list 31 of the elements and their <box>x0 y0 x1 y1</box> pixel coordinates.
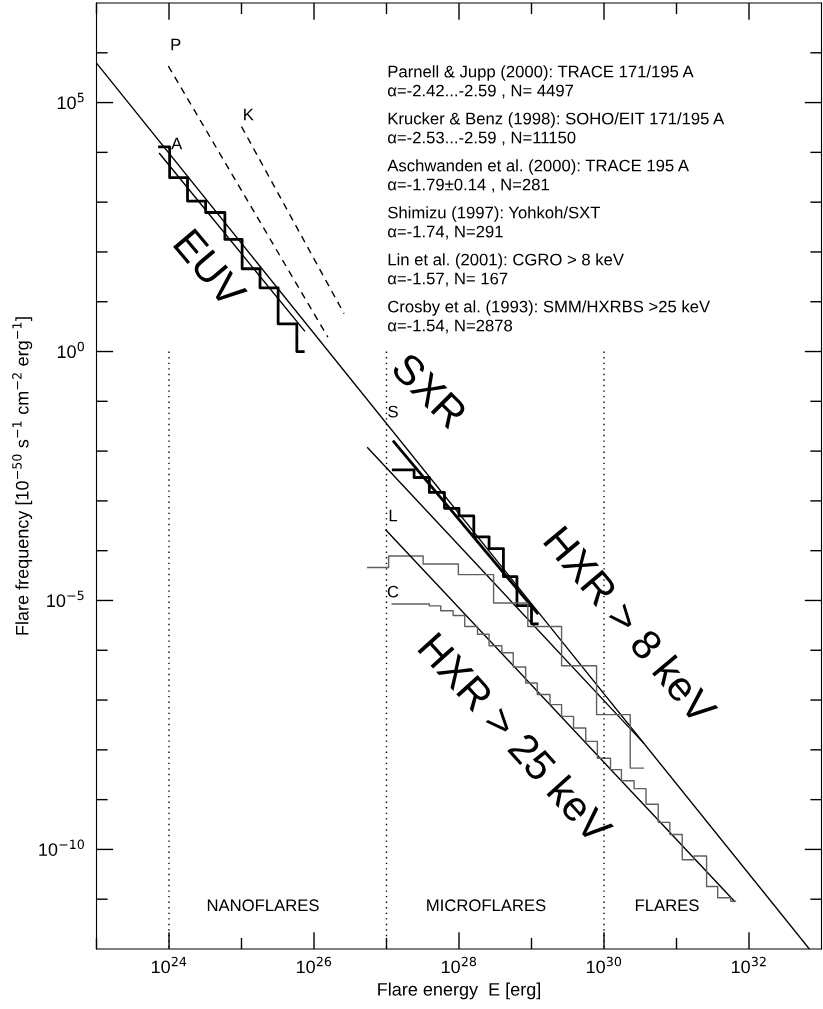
x-axis-title: Flare energy E [erg] <box>378 982 541 1000</box>
y-tick-label: 10$^{−10}$ <box>39 839 84 856</box>
y-tick-label: 10$^{−5}$ <box>47 590 84 608</box>
annotation: MICROFLARES <box>427 899 546 912</box>
x-tick-label: 10$^{30}$ <box>586 956 622 974</box>
x-tick-label: 10$^{32}$ <box>731 956 766 974</box>
annotation: FLARES <box>635 899 699 912</box>
annotation: α=-1.74, N=291 <box>388 225 503 240</box>
x-tick-label: 10$^{28}$ <box>441 956 477 974</box>
annotation: L <box>389 509 398 522</box>
annotation: K <box>244 108 254 121</box>
annotation: α=-2.53...-2.59 , N=11150 <box>388 131 576 146</box>
text: Flare frequency [10$^{−50}$ s$^{−1}$ cm$^{−2}$ erg$^{−1}$] <box>12 317 33 635</box>
annotation: Aschwanden et al. (2000): TRACE 195 A <box>387 159 689 175</box>
annotation: C <box>387 585 399 598</box>
annotation: Shimizu (1997): Yohkoh/SXT <box>388 206 601 222</box>
annotation: NANOFLARES <box>207 899 319 912</box>
y-tick-label: 10$^{5}$ <box>57 92 84 110</box>
annotation: Crosby et al. (1993): SMM/HXRBS >25 keV <box>388 300 711 316</box>
annotation: α=-1.79±0.14 , N=281 <box>388 178 549 193</box>
annotation: α=-1.54, N=2878 <box>388 319 513 334</box>
x-tick-label: 10$^{24}$ <box>151 956 187 974</box>
annotation: α=-1.57, N= 167 <box>388 272 508 287</box>
annotation: Krucker & Benz (1998): SOHO/EIT 171/195 A <box>388 112 725 128</box>
y-tick-label: 10$^{0}$ <box>57 341 84 359</box>
annotation: α=-2.42...-2.59 , N= 4497 <box>388 84 574 99</box>
annotation: Lin et al. (2001): CGRO > 8 keV <box>388 253 624 269</box>
annotation: Parnell & Jupp (2000): TRACE 171/195 A <box>388 65 694 81</box>
x-tick-label: 10$^{26}$ <box>296 956 332 974</box>
annotation: P <box>171 38 181 51</box>
annotation: A <box>171 137 183 150</box>
